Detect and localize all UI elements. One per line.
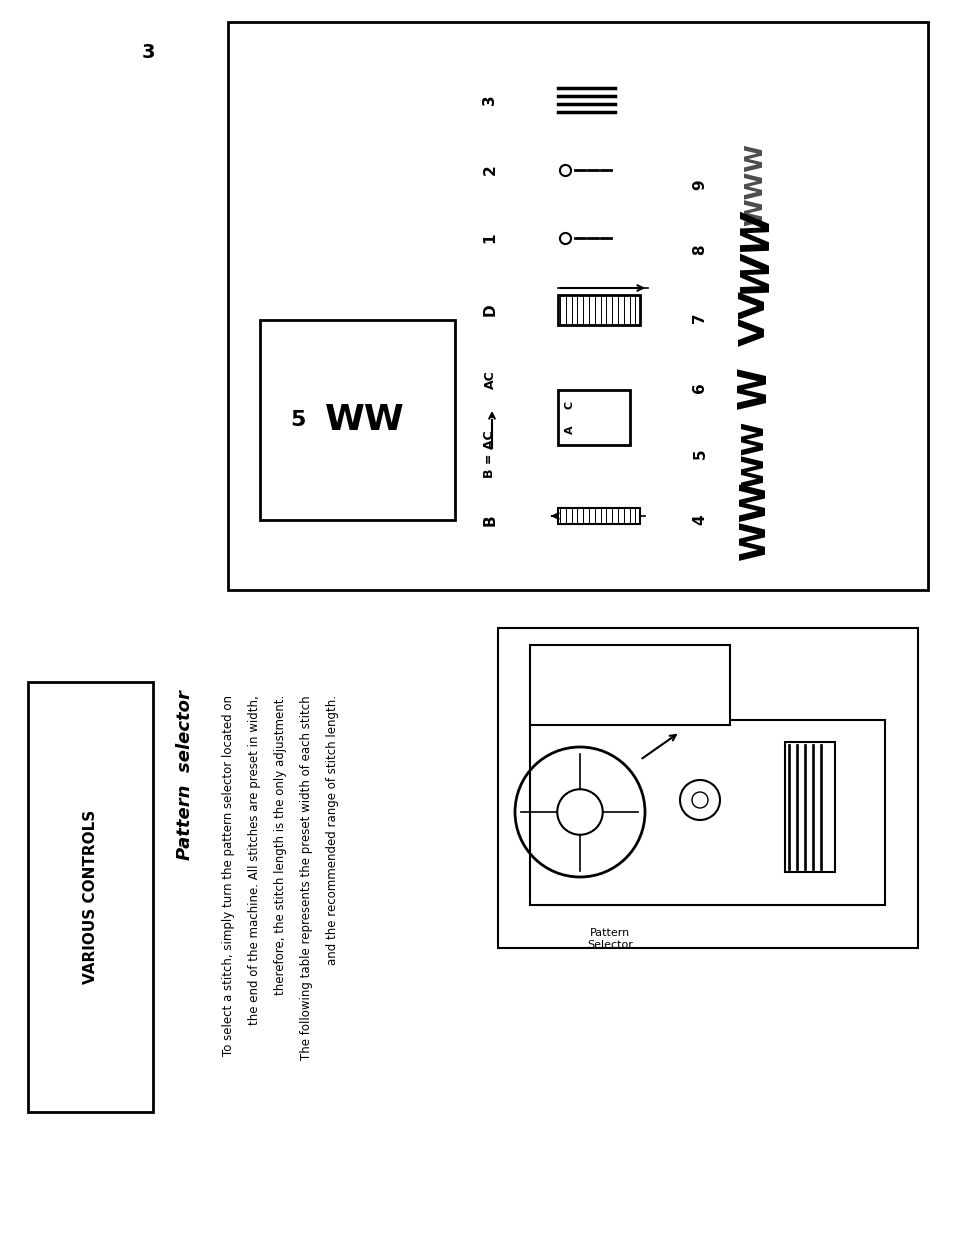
Bar (530, 720, 884, 905)
Text: B: B (482, 514, 497, 526)
Text: 9: 9 (692, 179, 707, 190)
Text: 5: 5 (290, 410, 305, 430)
Bar (784, 742, 834, 872)
Bar (558, 295, 639, 325)
Text: VV: VV (738, 290, 771, 346)
Text: 1: 1 (482, 232, 497, 243)
Text: 4: 4 (692, 515, 707, 525)
Text: 2: 2 (482, 164, 497, 175)
Text: WW: WW (325, 403, 404, 437)
Text: 7: 7 (692, 312, 707, 324)
Text: therefore, the stitch length is the only adjustment.: therefore, the stitch length is the only… (274, 695, 287, 995)
Text: B = AC: B = AC (483, 430, 496, 478)
Text: and the recommended range of stitch length.: and the recommended range of stitch leng… (326, 695, 338, 965)
Text: WW: WW (738, 480, 771, 559)
Text: Pattern
Selector: Pattern Selector (586, 927, 632, 951)
Bar (558, 508, 639, 524)
Text: WWW: WWW (742, 143, 766, 226)
Text: To select a stitch, simply turn the pattern selector located on: To select a stitch, simply turn the patt… (222, 695, 234, 1056)
Text: 8: 8 (692, 245, 707, 256)
Text: W: W (735, 367, 773, 410)
Text: 3: 3 (141, 42, 154, 62)
Text: WW: WW (735, 207, 773, 293)
Bar (260, 320, 455, 520)
Text: AC: AC (483, 370, 496, 389)
Text: the end of the machine. All stitches are preset in width,: the end of the machine. All stitches are… (248, 695, 261, 1025)
Text: 6: 6 (692, 383, 707, 394)
Bar (228, 22, 927, 590)
Text: 3: 3 (482, 95, 497, 105)
Bar (497, 629, 917, 948)
Text: Pattern  selector: Pattern selector (175, 690, 193, 860)
Text: 5: 5 (692, 448, 707, 459)
Bar (530, 645, 729, 725)
Text: The following table represents the preset width of each stitch: The following table represents the prese… (299, 695, 313, 1060)
Text: WW: WW (740, 420, 769, 488)
Text: VARIOUS CONTROLS: VARIOUS CONTROLS (83, 810, 98, 984)
Bar (558, 390, 629, 445)
Text: C: C (564, 401, 575, 409)
Text: A: A (564, 426, 575, 435)
Text: D: D (482, 304, 497, 316)
Bar (28, 682, 152, 1112)
